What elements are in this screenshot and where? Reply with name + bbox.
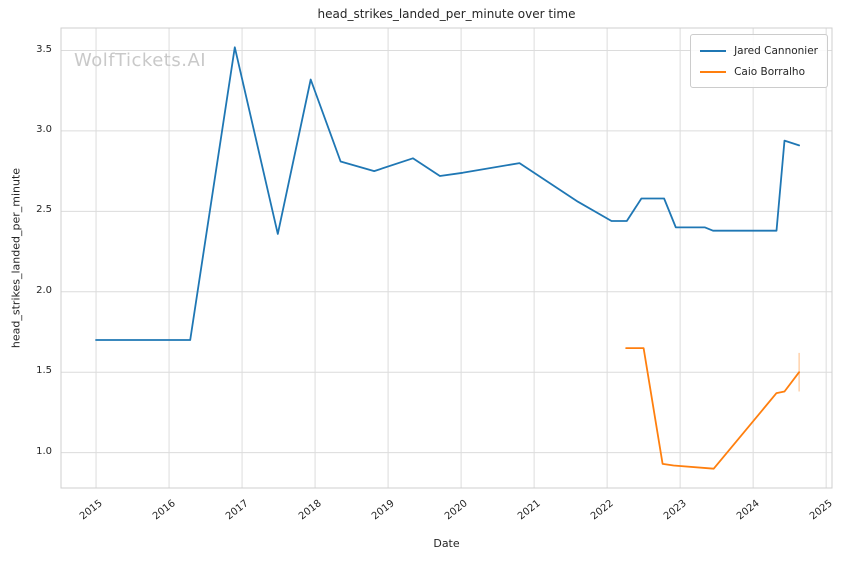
legend: Jared Cannonier Caio Borralho [690, 34, 828, 88]
x-axis-label: Date [433, 537, 460, 550]
plot-frame [60, 27, 833, 489]
y-axis-label: head_strikes_landed_per_minute [9, 167, 23, 349]
y-tick-label: 1.5 [36, 365, 52, 377]
y-tick-label: 2.5 [36, 204, 52, 216]
y-tick-label: 3.0 [36, 123, 52, 135]
legend-line-sample-blue [700, 49, 727, 52]
legend-line-sample-orange [700, 70, 727, 73]
y-tick-label: 2.0 [36, 284, 52, 296]
legend-entry-jared-cannonier: Jared Cannonier [700, 40, 818, 61]
series-line-caio-borralho [625, 347, 800, 470]
y-tick-label: 3.5 [36, 43, 52, 55]
chart-title: head_strikes_landed_per_minute over time [317, 7, 576, 21]
y-tick-label: 1.0 [36, 445, 52, 457]
legend-entry-caio-borralho: Caio Borralho [700, 61, 818, 82]
legend-label: Caio Borralho [734, 65, 806, 78]
series-line-jared-cannonier [95, 46, 800, 341]
legend-label: Jared Cannonier [734, 44, 818, 57]
watermark-text: WolfTickets.AI [74, 50, 207, 71]
